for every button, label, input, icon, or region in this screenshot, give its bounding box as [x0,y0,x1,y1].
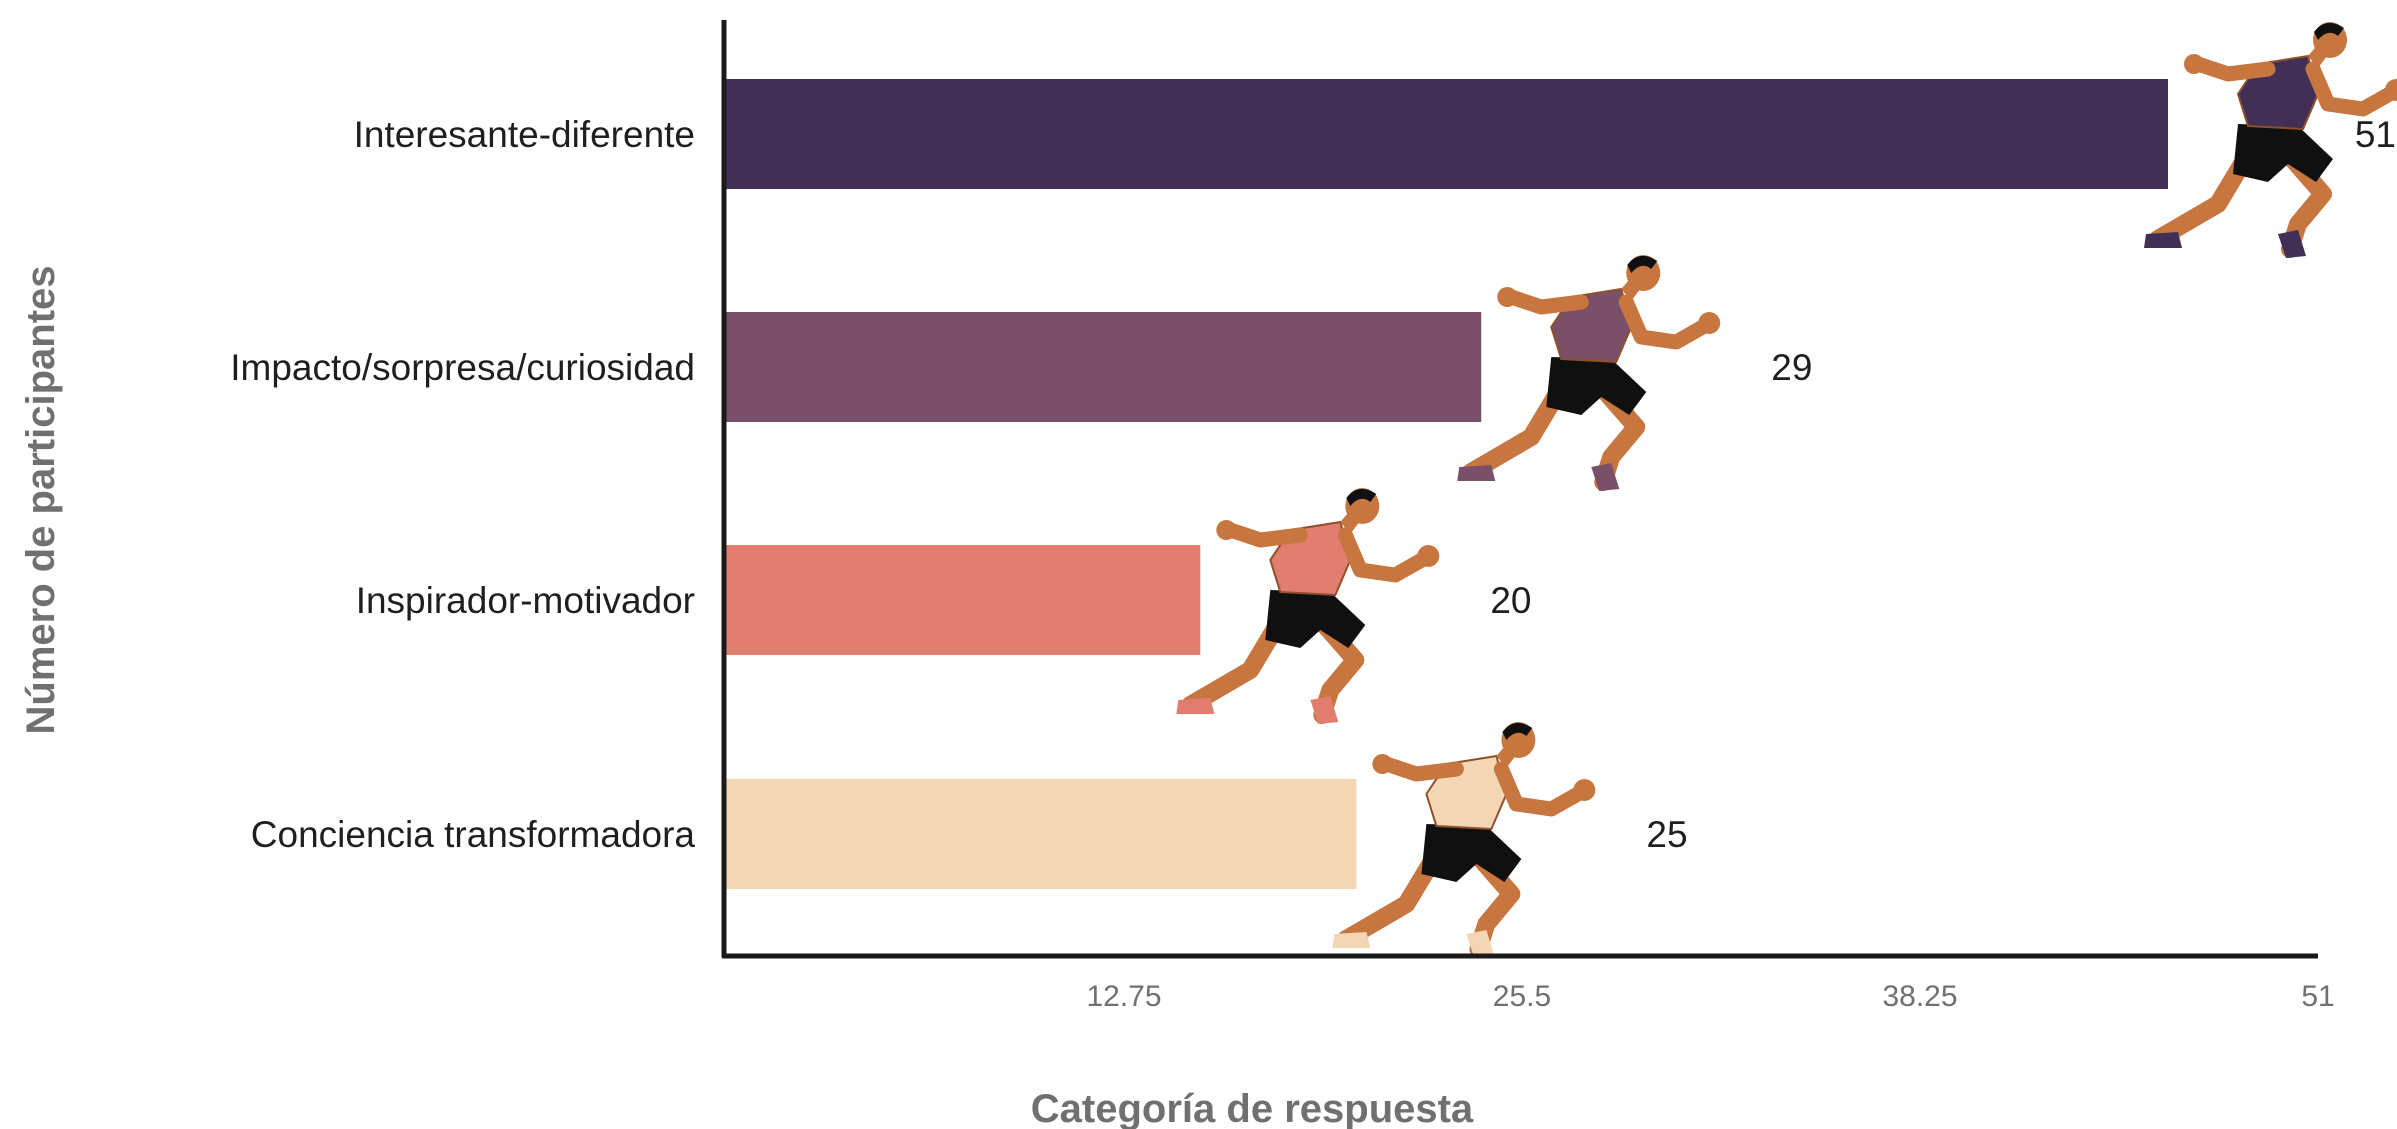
sprinter-icon [1332,722,1596,958]
x-tick-label: 25.5 [1493,980,1551,1013]
value-label: 25 [1646,814,1687,855]
sprinter-icon [2144,22,2397,258]
value-label: 29 [1771,347,1812,388]
y-axis-title: Número de participantes [19,265,63,734]
bars-group [726,79,2168,889]
category-label: Conciencia transformadora [251,814,696,855]
value-label: 20 [1490,580,1531,621]
sprinter-icon [1457,255,1721,491]
x-tick-label: 38.25 [1882,980,1957,1013]
value-label: 51 [2355,114,2396,155]
bar [726,545,1201,655]
category-label: Inspirador-motivador [356,580,695,621]
x-tick-labels-group: 12.75 25.5 38.25 51 [1086,980,2334,1013]
sprinter-icon [1176,488,1440,724]
bar [726,312,1482,422]
x-axis-title: Categoría de respuesta [1031,1087,1474,1129]
bar [726,779,1357,889]
x-tick-label: 12.75 [1086,980,1161,1013]
value-labels-group: 51 29 20 25 [1490,114,2396,855]
category-labels-group: Interesante-diferente Impacto/sorpresa/cu… [230,114,695,855]
category-label: Interesante-diferente [354,114,695,155]
runner-icons-group [1176,22,2397,958]
category-label: Impacto/sorpresa/curiosidad [230,347,695,388]
x-tick-label: 51 [2301,980,2334,1013]
bar [726,79,2168,189]
